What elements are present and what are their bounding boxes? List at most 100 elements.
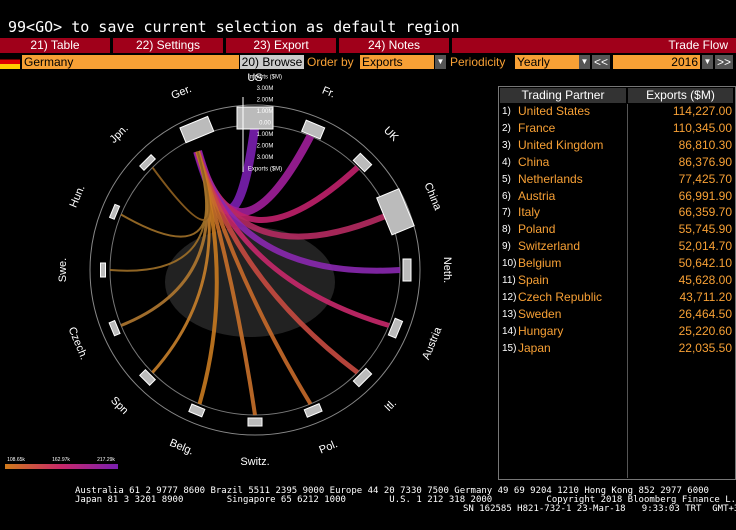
tab[interactable]: 23) Export xyxy=(226,38,336,53)
partner-label: Belg. xyxy=(168,437,196,458)
partner-node xyxy=(188,403,206,418)
export-value: 45,628.00 xyxy=(678,273,732,287)
axis-label: Exports ($M) xyxy=(248,167,282,173)
partner-label: Switz. xyxy=(240,456,269,468)
table-row[interactable]: 5) Netherlands 77,425.70 xyxy=(500,172,733,187)
partner-name: China xyxy=(518,154,550,169)
partner-label: Austria xyxy=(420,325,445,362)
export-value: 66,359.70 xyxy=(678,205,732,220)
export-value: 86,810.30 xyxy=(678,137,732,152)
tab[interactable]: 24) Notes xyxy=(339,38,449,53)
export-value: 114,227.00 xyxy=(672,104,732,118)
order-label: Order by xyxy=(307,55,354,69)
table-row[interactable]: 6) Austria 66,991.90 xyxy=(500,189,733,204)
partner-label: Swe. xyxy=(57,258,69,282)
table-row[interactable]: 10) Belgium 50,642.10 xyxy=(500,256,733,271)
column-header: Trading Partner xyxy=(500,88,626,103)
axis-label: 0.00 xyxy=(259,121,271,127)
table-row[interactable]: 4) China 86,376.90 xyxy=(500,155,733,170)
table-row[interactable]: 13) Sweden 26,464.50 xyxy=(500,307,733,322)
partner-node xyxy=(139,154,157,172)
dropdown-arrow[interactable]: ▼ xyxy=(702,55,713,69)
prev-button[interactable]: << xyxy=(592,55,610,69)
axis-label: 3.00M xyxy=(257,155,274,161)
export-value: 66,991.90 xyxy=(678,188,732,203)
partner-label: China xyxy=(421,181,443,213)
rank: 10) xyxy=(502,258,517,270)
periodicity-label: Periodicity xyxy=(450,55,506,69)
partner-label: US xyxy=(247,72,262,84)
export-value: 110,345.00 xyxy=(672,120,732,135)
partner-node xyxy=(352,367,373,388)
table-row[interactable]: 15) Japan 22,035.50 xyxy=(500,341,733,356)
rank: 15) xyxy=(502,342,517,354)
axis-label: 2.00M xyxy=(257,144,274,150)
export-value: 52,014.70 xyxy=(678,239,732,254)
legend-label: 217.29k xyxy=(97,457,115,463)
axis-label: 2.00M xyxy=(257,98,274,104)
axis-label: 3.00M xyxy=(257,86,274,92)
export-value: 86,376.90 xyxy=(678,154,732,169)
table-row[interactable]: 8) Poland 55,745.90 xyxy=(500,222,733,237)
partner-node xyxy=(352,152,373,173)
partner-name: Netherlands xyxy=(518,171,583,186)
axis-label: 1.00M xyxy=(257,109,274,115)
legend-label: 108.65k xyxy=(7,457,25,463)
partner-label: Czech. xyxy=(66,325,90,361)
browse-button[interactable]: 20) Browse xyxy=(240,55,304,69)
partner-label: Itl. xyxy=(382,397,399,414)
partner-name: Spain xyxy=(518,273,549,287)
table-row[interactable]: 12) Czech Republic 43,711.20 xyxy=(500,290,733,305)
table-row[interactable]: 1) United States 114,227.00 xyxy=(500,104,733,119)
export-value: 25,220.60 xyxy=(678,323,732,338)
next-button[interactable]: >> xyxy=(715,55,733,69)
partner-label: Hun. xyxy=(68,183,88,209)
partner-name: Hungary xyxy=(518,323,564,338)
table-row[interactable]: 3) United Kingdom 86,810.30 xyxy=(500,138,733,153)
export-value: 22,035.50 xyxy=(678,340,732,355)
footer-line: SN 162585 H821-732-1 23-Mar-18 9:33:03 T… xyxy=(463,504,736,514)
tab[interactable]: 21) Table xyxy=(0,38,110,53)
dropdown-arrow[interactable]: ▼ xyxy=(579,55,590,69)
dropdown-arrow[interactable]: ▼ xyxy=(435,55,446,69)
axis-label: Imports ($M) xyxy=(248,75,282,81)
country-field[interactable]: Germany xyxy=(22,55,239,69)
table-row[interactable]: 11) Spain 45,628.00 xyxy=(500,273,733,288)
partner-node xyxy=(100,262,106,278)
export-value: 43,711.20 xyxy=(679,289,733,304)
table-row[interactable]: 9) Switzerland 52,014.70 xyxy=(500,239,733,254)
export-value: 77,425.70 xyxy=(678,171,732,186)
partner-node xyxy=(179,115,215,144)
order-field[interactable]: Exports xyxy=(360,55,434,69)
tab[interactable]: 22) Settings xyxy=(113,38,223,53)
footer-line: Japan 81 3 3201 8900 Singapore 65 6212 1… xyxy=(75,495,736,505)
rank: 6) xyxy=(502,190,511,202)
partner-label: Ger. xyxy=(170,83,194,102)
rank: 7) xyxy=(502,207,511,219)
periodicity-field[interactable]: Yearly xyxy=(515,55,579,69)
partner-name: United Kingdom xyxy=(518,137,604,152)
table-row[interactable]: 14) Hungary 25,220.60 xyxy=(500,324,733,339)
command-line[interactable]: 99<GO> to save current selection as defa… xyxy=(8,18,460,36)
partner-label: UK xyxy=(381,125,401,145)
screen-title: Trade Flow xyxy=(452,38,736,53)
year-field[interactable]: 2016 xyxy=(613,55,700,69)
rank: 2) xyxy=(502,122,511,134)
legend-gradient xyxy=(5,464,118,469)
column-divider xyxy=(627,104,628,478)
trade-flow xyxy=(151,151,211,221)
partner-name: Switzerland xyxy=(518,239,581,254)
partner-label: Neth. xyxy=(441,257,453,283)
table-row[interactable]: 7) Italy 66,359.70 xyxy=(500,205,733,220)
outer-ring xyxy=(89,104,421,436)
partner-label: Fr. xyxy=(320,85,336,101)
partner-node xyxy=(139,368,157,386)
partner-name: Poland xyxy=(518,222,556,237)
rank: 14) xyxy=(502,325,517,337)
axis-label: 1.00M xyxy=(257,132,274,138)
table-row[interactable]: 2) France 110,345.00 xyxy=(500,121,733,136)
export-value: 55,745.90 xyxy=(678,222,732,237)
partner-label: Pol. xyxy=(317,438,339,456)
partner-name: Japan xyxy=(518,340,551,355)
